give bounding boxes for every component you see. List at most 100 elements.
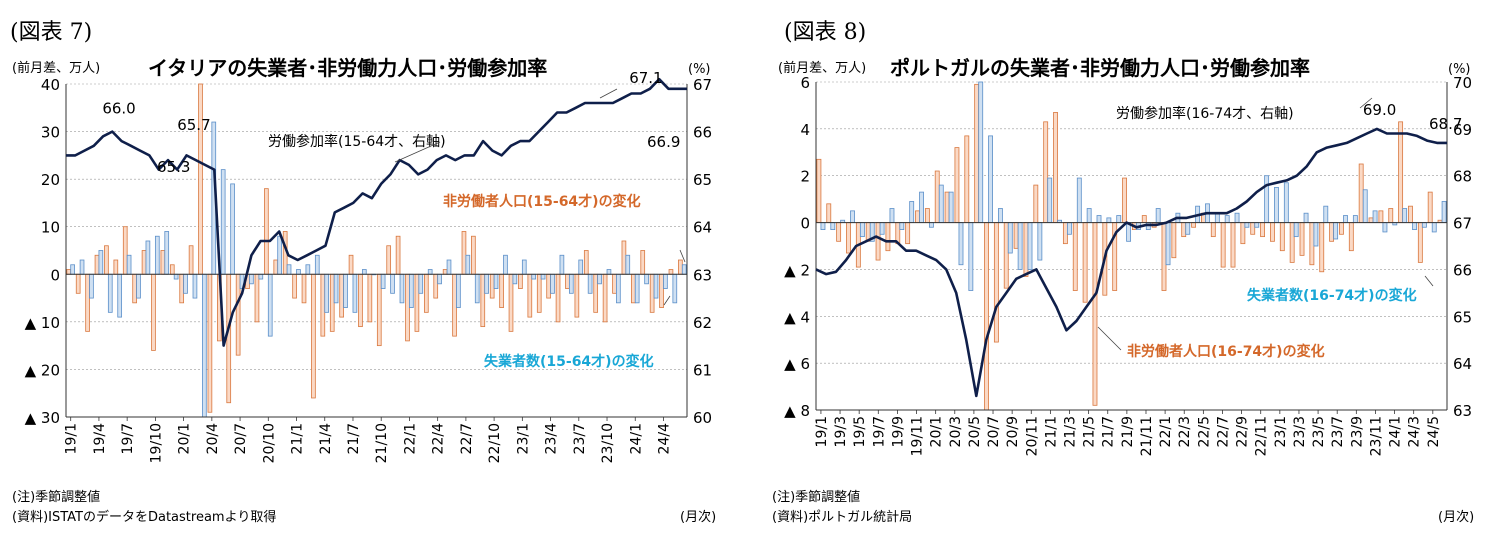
x-tick-label: 23/4: [544, 423, 560, 455]
nonlabor-bar: [640, 250, 646, 275]
unemployed-bar: [474, 273, 480, 304]
chart-source: (資料)ISTATのデータをDatastreamより取得: [12, 510, 277, 525]
x-tick-label: 21/1: [290, 423, 306, 454]
nonlabor-bar: [836, 222, 842, 242]
unemployed-bar: [1303, 212, 1309, 223]
nonlabor-bar: [593, 273, 599, 313]
unemployed-bar: [1037, 222, 1043, 261]
unemployed-bar: [333, 273, 339, 304]
nonlabor-bar: [311, 273, 316, 399]
unemployed-bar: [616, 273, 621, 304]
unemployed-bar: [978, 81, 984, 223]
unemployed-bar: [456, 273, 461, 308]
unemployed-bar: [1333, 222, 1339, 240]
nonlabor-bar: [414, 273, 420, 332]
right-tick-label: 67: [693, 76, 712, 94]
unemployed-bar: [625, 254, 631, 275]
unemployed-bar: [1234, 212, 1240, 223]
unemployed-bar: [183, 273, 188, 294]
nonlabor-bar: [66, 269, 72, 275]
nonlabor-bar: [954, 147, 960, 223]
unemployed-bar: [1421, 222, 1427, 228]
unemployed-bar: [606, 269, 612, 275]
unemployed-bar: [540, 273, 546, 280]
nonlabor-bar: [329, 273, 335, 332]
nonlabor-bar: [583, 250, 589, 275]
x-tick-label: 23/1: [1273, 416, 1289, 447]
chart-title: イタリアの失業者･非労働力人口･労働参加率: [148, 56, 548, 80]
nonlabor-bar: [565, 273, 570, 289]
right-tick-label: 65: [693, 171, 712, 189]
unemployed-bar: [399, 273, 405, 304]
leader-line: [1097, 326, 1122, 351]
nonlabor-bar: [1279, 222, 1285, 252]
nonlabor-bar: [141, 250, 147, 275]
x-tick-label: 22/9: [1235, 416, 1251, 447]
nonlabor-bar: [376, 273, 382, 347]
right-tick-label: 64: [1453, 355, 1472, 373]
nonlabor-bar: [113, 259, 119, 275]
nonlabor-bar: [924, 208, 930, 223]
nonlabor-bar: [1299, 222, 1305, 256]
right-tick-label: 64: [693, 219, 712, 237]
nonlabor-bar: [499, 273, 504, 308]
nonlabor-bar: [1270, 222, 1275, 242]
left-tick-label: 0: [50, 266, 60, 284]
unemployed-bar: [286, 264, 292, 275]
unemployed-bar: [1047, 177, 1053, 223]
nonlabor-bar: [188, 245, 194, 275]
unemployed-bar: [107, 273, 113, 313]
x-tick-label: 19/4: [92, 423, 108, 455]
unemployed-bar: [1007, 222, 1013, 254]
nonlabor-bar: [301, 273, 307, 304]
x-tick-label: 22/4: [431, 423, 447, 455]
nonlabor-bar: [1033, 184, 1039, 223]
nonlabor-bar: [518, 273, 523, 289]
unemployed-bar: [919, 191, 924, 223]
unemployed-bar: [653, 273, 659, 299]
unemployed-bar: [1343, 215, 1348, 223]
participation-rate-line: [815, 127, 1447, 398]
unemployed-bar: [154, 235, 160, 275]
leader-line: [599, 88, 618, 99]
figure-7-panel: (図表 7) イタリアの失業者･非労働力人口･労働参加率 (前月差、万人) (%…: [0, 0, 740, 547]
left-tick-label: ▲ 4: [784, 308, 810, 326]
left-tick-label: ▲ 6: [784, 355, 810, 373]
nonlabor-bar: [292, 273, 297, 299]
unemployed-bar: [859, 222, 865, 238]
nonlabor-bar: [536, 273, 542, 313]
nonlabor-bar: [207, 273, 213, 413]
nonlabor-bar: [875, 222, 881, 261]
unemployed-bar: [503, 254, 508, 275]
x-tick-label: 21/9: [1120, 416, 1136, 447]
nonlabor-bar: [1141, 215, 1147, 223]
unemployed-bar: [1214, 212, 1220, 223]
unemployed-bar: [820, 222, 826, 230]
unemployed-bar: [879, 222, 885, 235]
nonlabor-bar: [320, 273, 326, 337]
unemployed-bar: [427, 269, 433, 275]
nonlabor-bar: [1122, 177, 1127, 223]
x-tick-label: 20/7: [233, 423, 249, 454]
nonlabor-bar: [1358, 163, 1364, 223]
left-tick-label: 30: [41, 124, 60, 142]
unemployed-bar: [437, 273, 442, 285]
nonlabor-series-label: 非労働者人口(16-74才)の変化: [1127, 343, 1325, 360]
unemployed-bar: [202, 273, 207, 418]
unemployed-bar: [296, 269, 301, 275]
nonlabor-bar: [1062, 222, 1068, 245]
unemployed-bar: [597, 273, 602, 285]
nonlabor-bar: [348, 254, 354, 275]
leader-line: [1359, 97, 1373, 109]
leader-line: [1424, 275, 1434, 287]
unemployed-bar: [1402, 208, 1408, 223]
unemployed-bar: [521, 259, 527, 275]
nonlabor-bar: [1092, 222, 1098, 406]
x-tick-label: 23/5: [1311, 416, 1327, 447]
nonlabor-bar: [433, 273, 439, 299]
nonlabor-bar: [934, 170, 940, 223]
x-tick-label: 20/5: [967, 416, 983, 447]
nonlabor-bar: [122, 226, 128, 275]
unemployed-bar: [568, 273, 574, 294]
nonlabor-bar: [104, 245, 109, 275]
